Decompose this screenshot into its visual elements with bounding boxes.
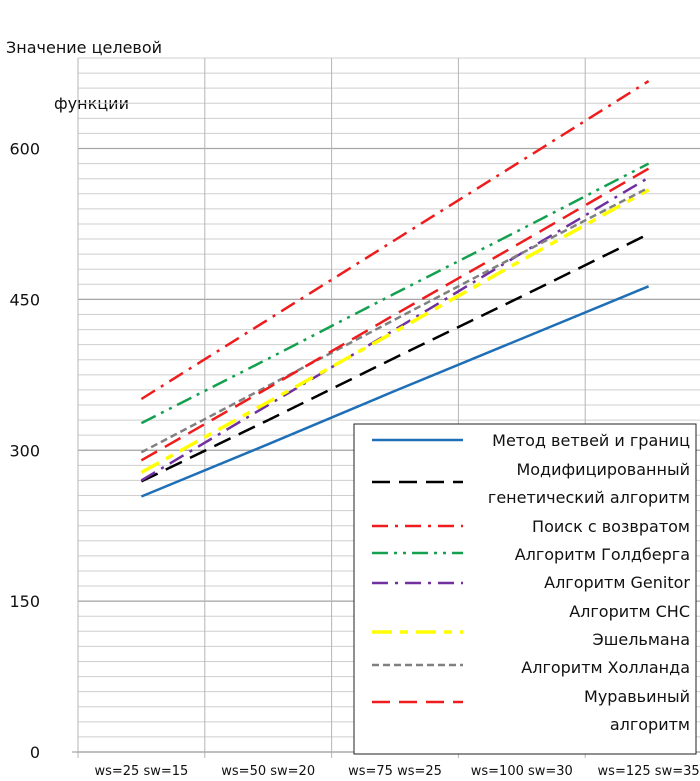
y-axis-title: Значение целевой функции (6, 6, 236, 146)
legend-label: Метод ветвей и границ (492, 431, 690, 450)
legend-box (353, 423, 697, 755)
y-axis-title-line-1: Значение целевой (6, 38, 163, 57)
legend-label: Муравьиный (584, 687, 690, 706)
legend-label: Эшельмана (593, 630, 690, 649)
legend-label: алгоритм (610, 715, 690, 734)
series-lines (140, 80, 650, 498)
axes: 0 150 300 450 600 ws=25 sw=15 ws=50 sw=20 ws=75… (9, 140, 700, 779)
y-tick-label: 450 (9, 290, 40, 309)
legend-label: Модифицированный (516, 460, 690, 479)
series-line-3 (140, 80, 650, 401)
y-tick-label: 0 (30, 743, 40, 762)
series-line-7 (140, 186, 650, 454)
y-tick-label: 600 (9, 140, 40, 159)
y-tick-label: 150 (9, 592, 40, 611)
legend-label: Алгоритм Genitor (544, 573, 690, 592)
series-line-8 (140, 167, 650, 462)
legend-label: Алгоритм Холланда (521, 658, 690, 677)
x-tick-label: ws=125 sw=35 (598, 764, 700, 779)
series-line-1 (140, 285, 650, 498)
series-line-6 (140, 188, 650, 474)
x-tick-label: ws=75 ws=25 (348, 764, 442, 779)
y-tick-label: 300 (9, 441, 40, 460)
legend-label: Алгоритм Голдберга (515, 545, 690, 564)
series-line-2 (140, 232, 650, 483)
x-tick-label: ws=25 sw=15 (94, 764, 188, 779)
legend-label: Поиск с возвратом (532, 517, 690, 536)
legend-label: Алгоритм CHC (569, 602, 690, 621)
x-tick-label: ws=100 sw=30 (471, 764, 573, 779)
legend-label: генетический алгоритм (488, 488, 690, 507)
series-line-4 (140, 162, 650, 425)
legend: Метод ветвей и границ Модифицированный ген… (353, 423, 697, 755)
x-tick-label: ws=50 sw=20 (221, 764, 315, 779)
